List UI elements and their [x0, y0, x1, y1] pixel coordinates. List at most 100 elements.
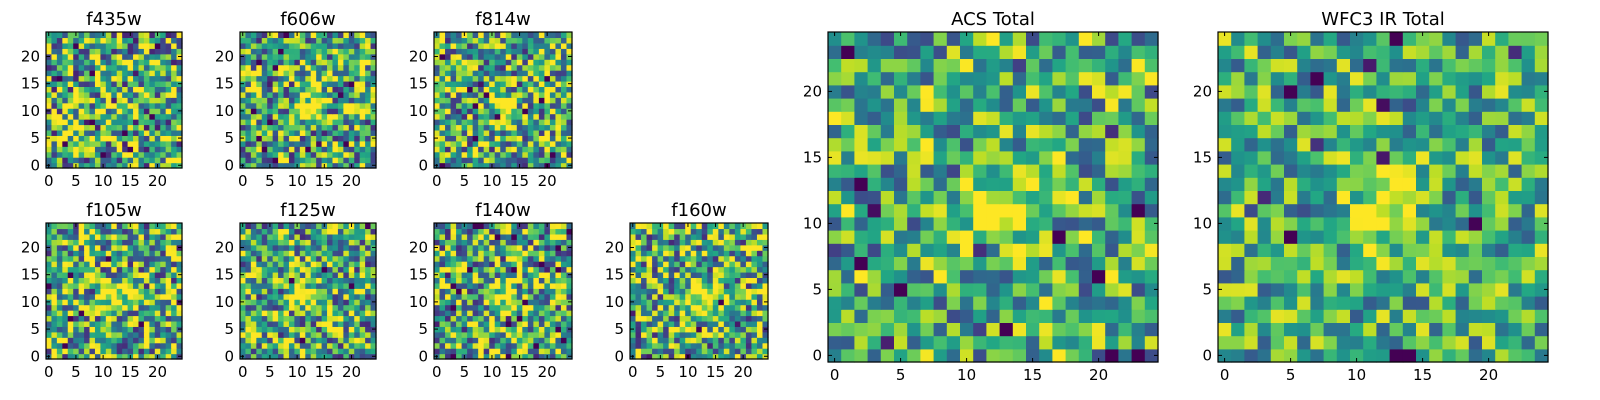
pixel-cell	[841, 177, 855, 191]
pixel-cell	[100, 261, 107, 268]
pixel-cell	[511, 255, 518, 262]
pixel-cell	[907, 256, 921, 271]
pixel-cell	[154, 244, 161, 251]
pixel-cell	[685, 342, 692, 349]
pixel-cell	[245, 293, 252, 300]
pixel-cell	[111, 75, 118, 82]
pixel-cell	[445, 228, 452, 235]
pixel-cell	[960, 282, 974, 297]
pixel-cell	[500, 75, 507, 82]
pixel-cell	[176, 151, 183, 158]
pixel-cell	[105, 42, 112, 49]
pixel-cell	[94, 70, 101, 77]
pixel-cell	[461, 250, 468, 257]
pixel-cell	[516, 261, 523, 268]
pixel-cell	[272, 48, 279, 55]
pixel-cell	[478, 151, 485, 158]
pixel-cell	[756, 228, 764, 235]
pixel-cell	[450, 228, 457, 235]
pixel-cell	[511, 80, 518, 87]
pixel-cell	[256, 53, 263, 60]
pixel-cell	[165, 48, 172, 55]
pixel-cell	[160, 228, 167, 235]
pixel-cell	[316, 129, 323, 136]
pixel-cell	[434, 293, 441, 300]
pixel-cell	[505, 97, 512, 104]
pixel-cell	[434, 315, 441, 322]
pixel-cell	[305, 86, 312, 93]
pixel-cell	[646, 255, 653, 262]
pixel-cell	[516, 293, 523, 300]
pixel-cell	[149, 124, 156, 131]
pixel-cell	[171, 255, 178, 262]
pixel-cell	[78, 124, 85, 131]
pixel-cell	[679, 310, 686, 317]
pixel-cell	[261, 320, 268, 327]
pixel-cell	[294, 348, 301, 355]
pixel-cell	[111, 250, 118, 257]
pixel-cell	[505, 91, 512, 98]
pixel-cell	[62, 310, 69, 317]
pixel-cell	[960, 177, 974, 191]
pixel-cell	[283, 53, 290, 60]
pixel-cell	[332, 91, 339, 98]
pixel-cell	[696, 244, 703, 251]
pixel-cell	[327, 261, 334, 268]
pixel-cell	[745, 342, 753, 349]
pixel-cell	[261, 53, 268, 60]
pixel-cell	[305, 337, 312, 344]
x-tick-label: 15	[315, 172, 334, 190]
pixel-cell	[646, 348, 653, 355]
pixel-cell	[1131, 348, 1146, 363]
pixel-cell	[316, 59, 323, 66]
pixel-cell	[668, 228, 675, 235]
pixel-cell	[171, 348, 178, 355]
pixel-cell	[321, 91, 328, 98]
pixel-cell	[646, 250, 653, 257]
pixel-cell	[272, 271, 279, 278]
pixel-cell	[527, 223, 534, 230]
pixel-cell	[62, 151, 69, 158]
pixel-cell	[701, 277, 708, 284]
pixel-cell	[365, 97, 372, 104]
pixel-cell	[445, 299, 452, 306]
pixel-cell	[56, 277, 63, 284]
pixel-cell	[489, 299, 496, 306]
pixel-cell	[679, 348, 686, 355]
pixel-cell	[500, 146, 507, 153]
pixel-cell	[116, 129, 123, 136]
pixel-cell	[828, 177, 842, 191]
pixel-cell	[327, 119, 334, 126]
pixel-cell	[549, 326, 557, 333]
pixel-cell	[283, 70, 290, 77]
pixel-cell	[354, 293, 361, 300]
pixel-cell	[880, 309, 895, 323]
pixel-cell	[533, 266, 540, 273]
pixel-cell	[250, 266, 257, 273]
pixel-cell	[171, 37, 178, 44]
pixel-cell	[122, 320, 129, 327]
x-tick-label: 5	[265, 363, 275, 381]
pixel-cell	[171, 86, 178, 93]
pixel-cell	[641, 326, 648, 333]
pixel-cell	[327, 162, 334, 169]
pixel-cell	[472, 53, 479, 60]
pixel-cell	[316, 97, 323, 104]
pixel-cell	[267, 320, 274, 327]
pixel-cell	[84, 97, 91, 104]
pixel-cell	[56, 282, 63, 289]
pixel-cell	[867, 348, 882, 363]
pixel-cell	[729, 304, 736, 311]
y-tick-label: 20	[21, 238, 40, 256]
pixel-cell	[370, 146, 377, 153]
pixel-cell	[56, 124, 63, 131]
pixel-cell	[445, 261, 452, 268]
pixel-cell	[718, 282, 725, 289]
pixel-cell	[630, 331, 637, 338]
pixel-cell	[701, 315, 708, 322]
pixel-cell	[467, 326, 474, 333]
pixel-cell	[756, 310, 764, 317]
pixel-cell	[122, 53, 129, 60]
pixel-cell	[566, 113, 573, 120]
pixel-cell	[240, 42, 247, 49]
